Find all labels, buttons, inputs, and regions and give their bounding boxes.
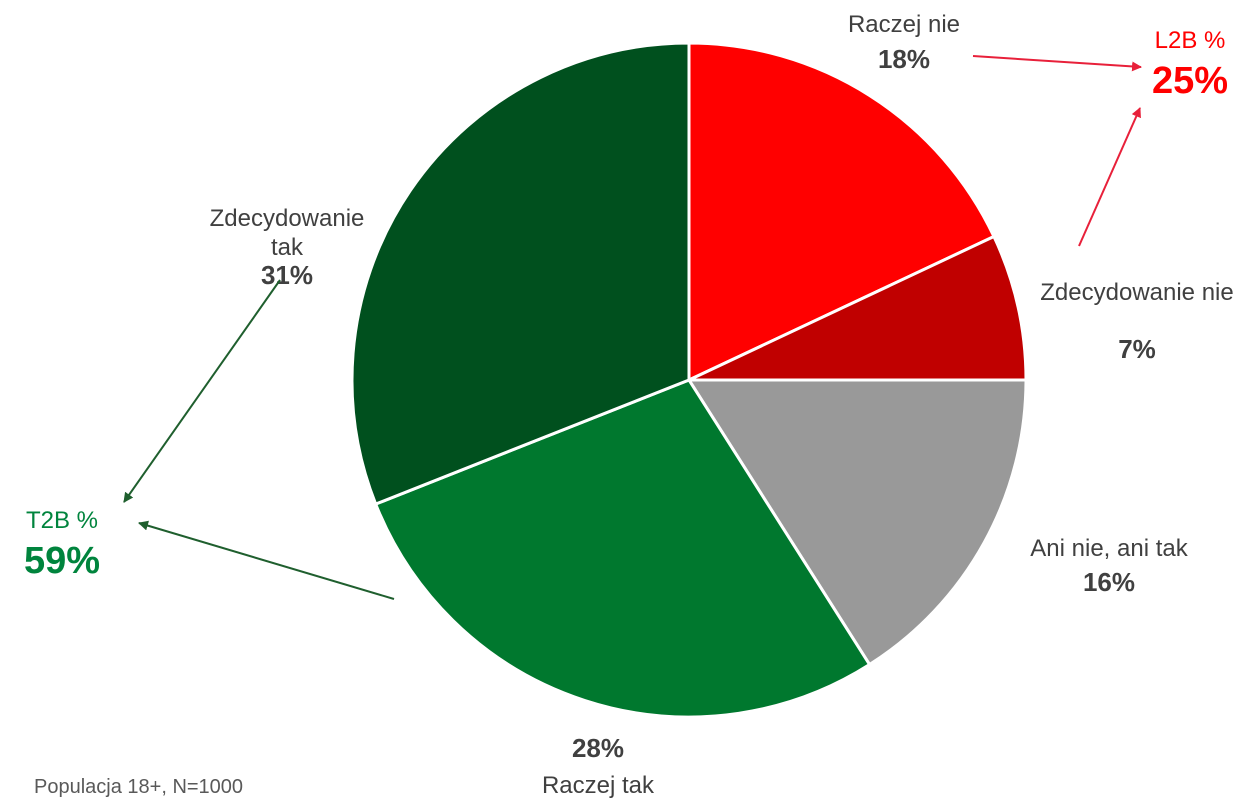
l2b-arrow-from-raczej-nie [972, 55, 1142, 72]
slice-name-raczej-nie: Raczej nie [848, 11, 960, 38]
pie-slices [350, 41, 1028, 719]
slice-labels: Raczej nie 18% Zdecydowanie nie 7% Ani nie, … [210, 11, 1234, 799]
t2b-label: T2B % [26, 507, 98, 534]
footnote: Populacja 18+, N=1000 [34, 776, 244, 798]
slice-value-raczej-tak: 28% [572, 733, 624, 763]
slice-name-raczej-tak: Raczej tak [542, 772, 655, 799]
slice-label-ani-nie-ani-tak: Ani nie, ani tak 16% [1030, 535, 1188, 597]
pie-slice-raczej-tak [374, 378, 872, 719]
t2b-arrow-from-zdecydowanie-tak [123, 279, 281, 503]
slice-name-zdecydowanie-nie: Zdecydowanie nie [1040, 279, 1233, 306]
pie-slice-zdecydowanie-nie [687, 235, 1028, 382]
t2b-value: 59% [24, 540, 100, 582]
l2b-value: 25% [1152, 60, 1228, 102]
slice-name-ani-nie-ani-tak: Ani nie, ani tak [1030, 535, 1188, 562]
l2b-annotation: L2B % 25% [972, 27, 1228, 247]
pie-slice-raczej-nie [687, 41, 996, 382]
slice-name-zdecydowanie-tak: tak [271, 234, 304, 261]
pie-slice-zdecydowanie-tak [350, 41, 691, 506]
slice-value-zdecydowanie-nie: 7% [1118, 334, 1156, 364]
slice-value-zdecydowanie-tak: 31% [261, 260, 313, 290]
slice-name-zdecydowanie-tak: Zdecydowanie [210, 205, 365, 232]
slice-label-raczej-tak: 28% Raczej tak [542, 733, 655, 799]
slice-label-zdecydowanie-nie: Zdecydowanie nie 7% [1040, 279, 1233, 364]
t2b-arrow-from-raczej-tak [138, 520, 395, 600]
slice-value-ani-nie-ani-tak: 16% [1083, 567, 1135, 597]
l2b-arrow-from-zdecydowanie-nie [1078, 107, 1141, 247]
l2b-label: L2B % [1155, 27, 1226, 54]
pie-slice-ani-nie-ani-tak [687, 378, 1028, 667]
slice-value-raczej-nie: 18% [878, 44, 930, 74]
slice-label-raczej-nie: Raczej nie 18% [848, 11, 960, 74]
t2b-annotation: T2B % 59% [24, 279, 395, 600]
